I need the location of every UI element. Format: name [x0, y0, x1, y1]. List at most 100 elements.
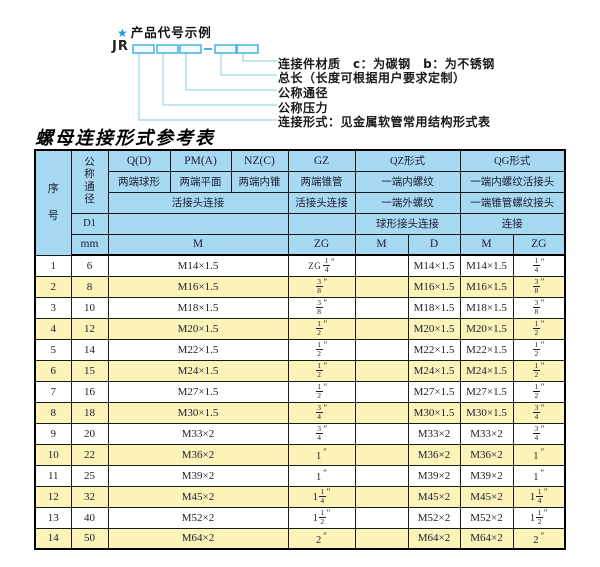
fraction-value: 3 4 ″: [533, 402, 545, 422]
product-code-box: [179, 44, 202, 54]
table-title: 螺母连接形式参考表: [35, 128, 215, 149]
fraction-value: 1 1 4 ″: [312, 486, 331, 506]
connector-line: [162, 53, 277, 106]
header-seq: 序号: [34, 149, 72, 256]
fraction-value: 1 2 ″: [315, 360, 328, 380]
header-dn: 公称通径: [70, 149, 109, 214]
table-row: 8 18 M30×1.5 3 4 ″ M30×1.5 M30×1.5 3 4 ″: [34, 401, 566, 424]
cell-m: M33×2: [107, 422, 289, 445]
cell-dn: 16: [70, 380, 109, 403]
empty-cell: [287, 212, 356, 235]
fraction-value: 1 1 2 ″: [312, 507, 331, 527]
header-row-2: 两端球形 两端平面 两端内锥 两端锥管 一端内螺纹 一端内螺纹活接头: [35, 170, 566, 193]
cell-qg-m: M24×1.5: [459, 359, 514, 382]
cell-gz: 1 1 2 ″: [287, 506, 356, 529]
header-d1: D1: [70, 212, 109, 235]
cell-qg-zg: 3 8 ″: [512, 275, 566, 298]
cell-dn: 14: [70, 338, 109, 361]
fraction-value: 1 1 4 ″: [529, 486, 548, 506]
fraction-value: 1 ″: [316, 467, 327, 484]
cell-m: M27×1.5: [107, 380, 289, 403]
diagram-heading-text: 产品代号示例: [130, 25, 212, 40]
cell-m: M39×2: [107, 464, 289, 487]
star-icon: ★: [117, 26, 129, 40]
table-row: 14 50 M64×2 2 ″ M64×2 M64×2 2 ″: [34, 527, 566, 550]
diagram-heading: ★ 产品代号示例: [117, 22, 212, 41]
cell-qz-m: [354, 422, 409, 445]
empty-cell: [107, 212, 289, 235]
cell-gz: 1 2 ″: [287, 359, 356, 382]
cell-gz: ZG 1 4 ″: [287, 254, 356, 277]
cell-qg-m: M30×1.5: [459, 401, 514, 424]
fraction-value: 1 2 ″: [533, 381, 545, 401]
cell-dn: 6: [70, 254, 109, 277]
cell-qg-zg: 3 4 ″: [512, 401, 566, 424]
cell-no: 7: [34, 380, 72, 403]
table-row: 12 32 M45×2 1 1 4 ″ M45×2 M45×2 1 1 4 ″: [34, 485, 566, 508]
fraction-value: 2 ″: [533, 530, 545, 547]
table-row: 11 25 M39×2 1 ″ M39×2 M39×2 1 ″: [34, 464, 566, 487]
cell-qz-m: [354, 359, 409, 382]
product-code-diagram: [132, 44, 277, 121]
cell-gz: 1 ″: [287, 464, 356, 487]
cell-dn: 20: [70, 422, 109, 445]
diagram-label-diameter: 公称通径: [278, 86, 329, 100]
diagram-label-pressure: 公称压力: [278, 101, 329, 115]
cell-qz-d: M33×2: [407, 422, 461, 445]
cell-gz: 2 ″: [287, 527, 356, 550]
cell-gz: 3 4 ″: [287, 401, 356, 424]
cell-qg-m: M52×2: [459, 506, 514, 529]
table-row: 7 16 M27×1.5 1 2 ″ M27×1.5 M27×1.5 1 2 ″: [34, 380, 566, 403]
fraction-value: 2 ″: [316, 530, 327, 547]
cell-no: 4: [34, 317, 72, 340]
cell-gz: 1 2 ″: [287, 338, 356, 361]
cell-gz: 3 8 ″: [287, 296, 356, 319]
header-zg-gz: ZG: [287, 233, 356, 256]
cell-qg-m: M16×1.5: [459, 275, 514, 298]
cell-gz: 1 ″: [287, 443, 356, 466]
fraction-value: 3 8 ″: [533, 297, 545, 317]
cell-qg-m: M45×2: [459, 485, 514, 508]
header-form-q: Q(D): [107, 149, 171, 172]
header-form-nz: NZ(C): [230, 149, 289, 172]
cell-dn: 12: [70, 317, 109, 340]
cell-gz: 1 1 4 ″: [287, 485, 356, 508]
cell-qz-m: [354, 380, 409, 403]
header-form-pm: PM(A): [169, 149, 232, 172]
cell-qg-zg: 1 2 ″: [512, 317, 566, 340]
product-code-box: [214, 44, 237, 54]
header-gz-connection: 活接头连接: [287, 191, 356, 214]
cell-qz-m: [354, 506, 409, 529]
cell-dn: 15: [70, 359, 109, 382]
header-sub-gz: 两端锥管: [287, 170, 356, 193]
diagram-label-connection: 连接形式：见金属软管常用结构形式表: [278, 115, 491, 129]
cell-m: M45×2: [107, 485, 289, 508]
cell-qg-zg: 2 ″: [512, 527, 566, 550]
cell-qg-zg: 1 2 ″: [512, 380, 566, 403]
cell-qg-m: M39×2: [459, 464, 514, 487]
fraction-value: 1 2 ″: [533, 360, 545, 380]
cell-qz-d: M36×2: [407, 443, 461, 466]
table-row: 13 40 M52×2 1 1 2 ″ M52×2 M52×2 1 1 2 ″: [34, 506, 566, 529]
header-mm: mm: [70, 233, 109, 256]
cell-dn: 32: [70, 485, 109, 508]
cell-m: M52×2: [107, 506, 289, 529]
cell-no: 11: [34, 464, 72, 487]
table-row: 2 8 M16×1.5 3 8 ″ M16×1.5 M16×1.5 3 8 ″: [34, 275, 566, 298]
cell-dn: 50: [70, 527, 109, 550]
nut-connection-table-wrap: 序号 公称通径 Q(D) PM(A) NZ(C) GZ QZ形式 QG形式 两端…: [34, 149, 567, 550]
table-row: 3 10 M18×1.5 3 8 ″ M18×1.5 M18×1.5 3 8 ″: [34, 296, 566, 319]
header-dn-text: 公称通径: [84, 156, 95, 206]
cell-qg-m: M18×1.5: [459, 296, 514, 319]
header-qg-connect: 连接: [459, 212, 566, 235]
cell-qz-m: [354, 443, 409, 466]
cell-qz-d: M39×2: [407, 464, 461, 487]
header-qz-external: 一端外螺纹: [354, 191, 461, 214]
header-qg-taper: 一端锥管螺纹接头: [459, 191, 566, 214]
cell-qz-d: M52×2: [407, 506, 461, 529]
product-code-prefix: JR: [112, 39, 129, 54]
diagram-label-length: 总长（长度可根据用户要求定制）: [278, 71, 466, 85]
table-row: 1 6 M14×1.5 ZG 1 4 ″ M14×1.5 M14×1.5 1 4 ″: [34, 254, 566, 277]
cell-qz-m: [354, 317, 409, 340]
cell-m: M20×1.5: [107, 317, 289, 340]
